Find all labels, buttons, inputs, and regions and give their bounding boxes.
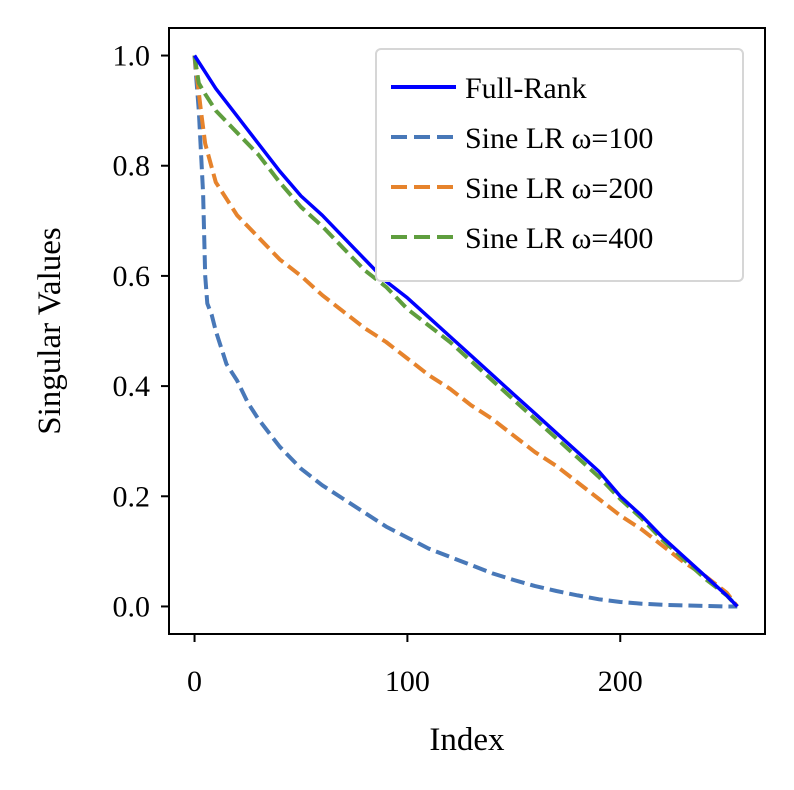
x-tick-label: 0 [187, 665, 202, 698]
y-axis-ticks: 0.0 0.2 0.4 0.6 0.8 1.0 [113, 40, 169, 623]
legend-label: Sine LR ω=100 [465, 122, 653, 155]
legend: Full-Rank Sine LR ω=100 Sine LR ω=200 Sine … [375, 48, 744, 282]
y-tick-label: 0.0 [113, 590, 151, 623]
y-tick-label: 0.4 [113, 370, 151, 403]
x-axis-label: Index [429, 722, 505, 758]
plot-lines [192, 54, 739, 609]
series-line-3 [192, 55, 739, 608]
legend-label: Sine LR ω=200 [465, 172, 653, 205]
x-tick-label: 100 [385, 665, 430, 698]
legend-label: Sine LR ω=400 [465, 222, 653, 255]
y-axis-label: Singular Values [32, 227, 68, 434]
legend-box [375, 48, 744, 282]
y-tick-label: 0.8 [113, 150, 151, 183]
plot-frame [168, 27, 766, 635]
y-tick-label: 0.6 [113, 260, 151, 293]
x-tick-label: 200 [598, 665, 643, 698]
series-line-1 [192, 55, 738, 609]
series-line-0 [193, 54, 739, 608]
y-tick-label: 1.0 [113, 40, 151, 73]
y-tick-label: 0.2 [113, 480, 151, 513]
series-line-2 [192, 55, 739, 608]
x-axis-ticks: 0 100 200 [187, 634, 643, 698]
legend-label: Full-Rank [465, 72, 587, 105]
